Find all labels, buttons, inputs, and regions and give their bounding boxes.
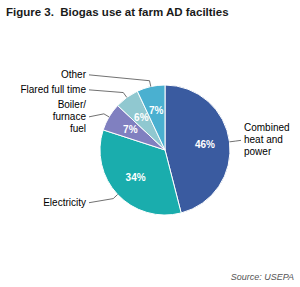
slice-label-line: Electricity [43,197,86,208]
chart: Figure 3. Biogas use at farm AD faciltie… [0,0,300,287]
slice-label: Electricity [43,197,86,208]
slice-label-line: Combined [244,122,290,133]
slice-label: Other [61,69,87,80]
slice-label-line: Other [61,69,87,80]
leader-line [89,75,151,87]
leader-line [89,114,109,117]
annotation: Source: USEPA [231,272,294,282]
data-label: 46% [195,139,215,150]
leader-line [89,90,127,98]
slice-label-line: heat and [244,134,283,145]
slice-label: Combinedheat andpower [244,122,290,157]
data-label: 7% [149,105,164,116]
data-label: 6% [134,112,149,123]
leader-line [89,194,118,202]
slice-label-line: furnace [53,111,87,122]
slice-label-line: power [244,146,272,157]
pie: 46% 34% 7%6%7% Combinedheat andpower Electri… [20,69,289,215]
slice-label-line: fuel [70,123,86,134]
chart-container: Figure 3. Biogas use at farm AD faciltie… [0,0,300,287]
slice [100,130,181,215]
slice-label: Flared full time [20,84,86,95]
slice-label-line: Flared full time [20,84,86,95]
slice-label-line: Boiler/ [58,99,87,110]
title: Figure 3. Biogas use at farm AD faciltie… [6,6,229,18]
data-label: 7% [123,124,138,135]
leader-line [229,140,241,142]
data-label: 34% [126,172,146,183]
slice-label: Boiler/furnacefuel [53,99,87,134]
